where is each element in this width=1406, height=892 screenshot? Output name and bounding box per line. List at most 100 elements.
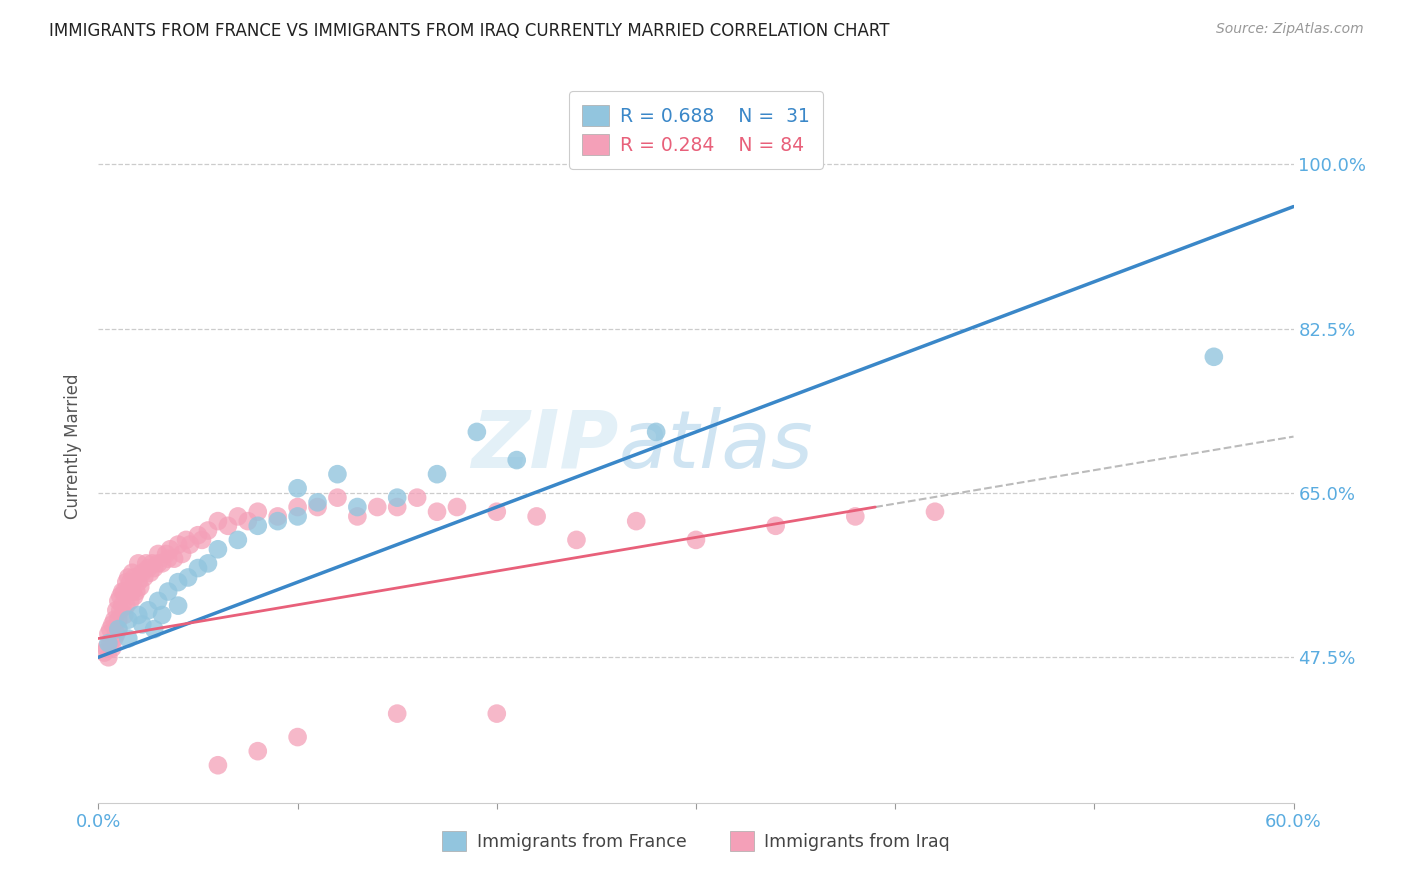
Point (385, 706, 409, 721)
Point (159, 542, 181, 557)
Point (112, 607, 135, 622)
Point (97, 627, 120, 641)
Point (385, 500, 409, 514)
Point (207, 542, 229, 557)
Point (167, 599, 190, 613)
Point (121, 584, 143, 599)
Point (136, 603, 159, 617)
Point (246, 505, 269, 519)
Point (172, 547, 194, 561)
Point (124, 570, 146, 584)
Point (197, 524, 219, 538)
Point (98, 622, 122, 636)
Point (101, 640, 124, 655)
Point (125, 584, 148, 599)
Point (107, 594, 129, 608)
Point (129, 580, 152, 594)
Point (127, 557, 149, 571)
Point (105, 627, 128, 641)
Point (117, 570, 139, 584)
Point (131, 617, 153, 632)
Point (207, 514, 229, 528)
Point (307, 495, 329, 509)
Point (127, 575, 149, 590)
Point (226, 509, 249, 524)
Point (103, 632, 125, 646)
Point (465, 425, 488, 439)
Point (111, 599, 134, 613)
Point (485, 706, 508, 721)
Point (924, 505, 946, 519)
Point (98, 636, 122, 650)
Point (346, 500, 368, 514)
Legend: Immigrants from France, Immigrants from Iraq: Immigrants from France, Immigrants from … (434, 824, 957, 858)
Point (150, 557, 173, 571)
Point (167, 538, 190, 552)
Point (117, 632, 139, 646)
Point (97, 636, 120, 650)
Point (187, 528, 209, 542)
Point (111, 584, 134, 599)
Point (112, 584, 135, 599)
Point (121, 566, 143, 580)
Point (645, 425, 668, 439)
Point (103, 613, 125, 627)
Point (143, 561, 166, 575)
Point (207, 758, 229, 772)
Point (101, 617, 124, 632)
Point (685, 533, 707, 547)
Point (177, 570, 200, 584)
Point (135, 557, 157, 571)
Point (134, 570, 156, 584)
Point (127, 607, 149, 622)
Point (287, 730, 309, 744)
Point (246, 744, 269, 758)
Point (110, 603, 132, 617)
Point (107, 613, 129, 627)
Point (385, 491, 409, 505)
Point (143, 622, 166, 636)
Point (148, 594, 170, 608)
Point (326, 491, 349, 505)
Point (267, 509, 290, 524)
Point (287, 481, 309, 495)
Point (426, 467, 449, 482)
Point (217, 518, 239, 533)
Text: Source: ZipAtlas.com: Source: ZipAtlas.com (1216, 22, 1364, 37)
Point (117, 613, 139, 627)
Point (107, 622, 129, 636)
Point (167, 575, 190, 590)
Point (157, 551, 180, 566)
Point (446, 500, 468, 514)
Point (485, 505, 508, 519)
Point (107, 622, 129, 636)
Point (326, 467, 349, 482)
Point (157, 584, 180, 599)
Point (267, 514, 290, 528)
Point (110, 589, 132, 603)
Point (226, 533, 249, 547)
Point (526, 509, 548, 524)
Point (1202, 350, 1225, 364)
Point (120, 575, 142, 590)
Point (426, 505, 449, 519)
Text: IMMIGRANTS FROM FRANCE VS IMMIGRANTS FROM IRAQ CURRENTLY MARRIED CORRELATION CHA: IMMIGRANTS FROM FRANCE VS IMMIGRANTS FRO… (49, 22, 890, 40)
Point (97, 650, 120, 665)
Point (115, 575, 138, 590)
Point (148, 547, 170, 561)
Point (366, 500, 388, 514)
Point (246, 518, 269, 533)
Point (236, 514, 259, 528)
Point (120, 594, 142, 608)
Point (117, 584, 139, 599)
Text: ZIP: ZIP (471, 407, 619, 485)
Point (174, 533, 197, 547)
Point (307, 500, 329, 514)
Point (124, 589, 146, 603)
Point (765, 518, 787, 533)
Point (287, 500, 309, 514)
Point (115, 599, 138, 613)
Point (150, 607, 173, 622)
Point (155, 547, 177, 561)
Point (287, 509, 309, 524)
